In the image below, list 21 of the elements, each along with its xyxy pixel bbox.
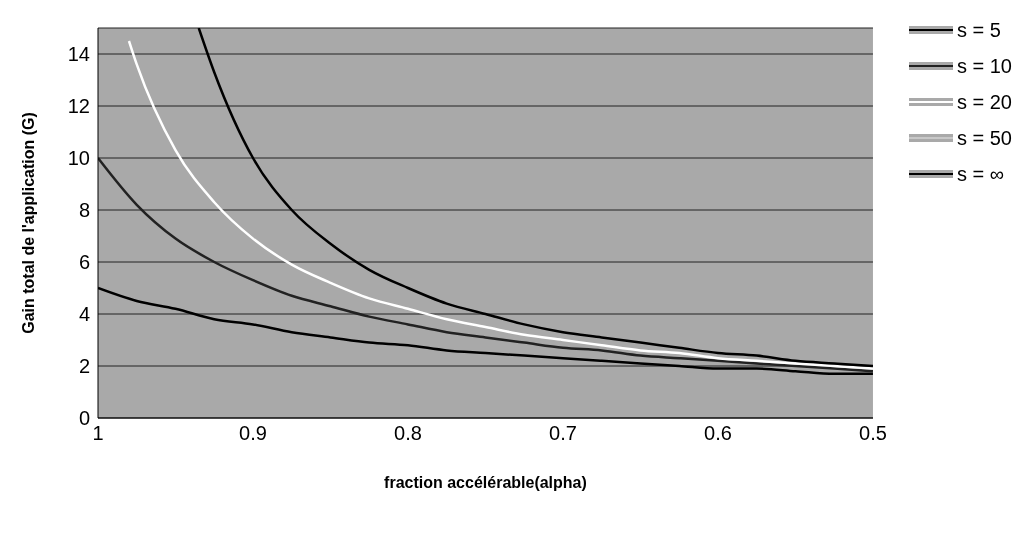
x-axis-title: fraction accélérable(alpha)	[384, 474, 587, 491]
y-tick-label: 0	[78, 407, 90, 430]
x-tick-label: 0.9	[239, 422, 267, 445]
legend-label: s = 10	[956, 54, 1012, 78]
y-tick-label: 14	[67, 43, 90, 66]
legend-label: s = 50	[956, 126, 1012, 150]
y-tick-label: 8	[78, 199, 90, 222]
legend-label: s = ∞	[956, 162, 1005, 186]
y-tick-label: 10	[67, 147, 90, 170]
y-tick-label: 6	[78, 251, 90, 274]
x-tick-label: 0.6	[704, 422, 732, 445]
x-tick-label: 0.5	[859, 422, 887, 445]
x-tick-label: 0.7	[549, 422, 577, 445]
y-tick-label: 12	[67, 95, 90, 118]
legend-label: s = 5	[956, 18, 1001, 42]
legend-label: s = 20	[956, 90, 1012, 114]
y-tick-label: 2	[78, 355, 90, 378]
x-tick-label: 1	[92, 422, 104, 445]
y-axis-title: Gain total de l'application (G)	[19, 112, 37, 334]
y-tick-label: 4	[78, 303, 90, 326]
x-tick-label: 0.8	[394, 422, 422, 445]
